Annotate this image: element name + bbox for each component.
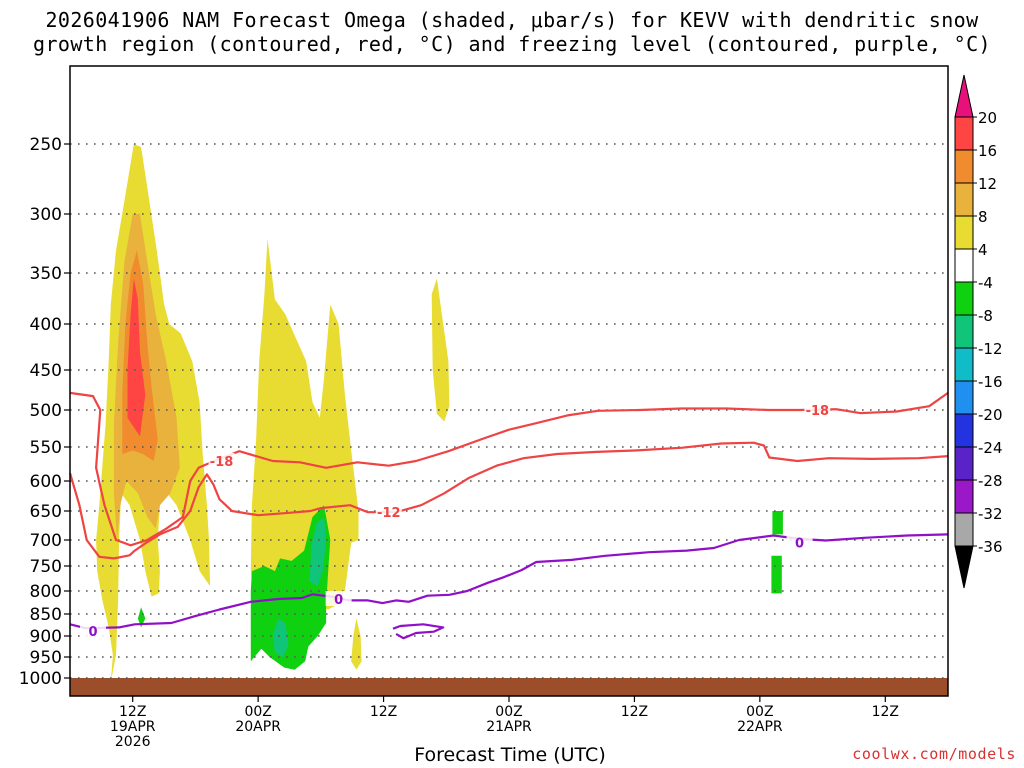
colorbar-label: 16 bbox=[978, 142, 997, 160]
x-tick-label: 00Z bbox=[244, 704, 271, 720]
colorbar-label: -12 bbox=[978, 340, 1003, 358]
x-tick-label: 20APR bbox=[235, 719, 281, 735]
y-tick-label: 900 bbox=[30, 627, 62, 647]
x-tick-label: 21APR bbox=[486, 719, 532, 735]
colorbar-bin bbox=[954, 479, 974, 514]
omega-region-2 bbox=[351, 618, 362, 670]
colorbar-bin bbox=[954, 248, 974, 283]
colorbar-label: -32 bbox=[978, 505, 1003, 523]
x-tick-label: 12Z bbox=[119, 704, 146, 720]
contour-label: 0 bbox=[334, 593, 343, 608]
chart-title-line-1: 2026041906 NAM Forecast Omega (shaded, μ… bbox=[45, 8, 979, 32]
contour-line--12-1 bbox=[68, 441, 949, 560]
y-tick-label: 700 bbox=[30, 531, 62, 551]
y-tick-label: 250 bbox=[30, 135, 62, 155]
x-tick-label: 22APR bbox=[737, 719, 783, 735]
colorbar-bottom-cap bbox=[954, 545, 974, 589]
colorbar-bin bbox=[954, 281, 974, 316]
colorbar-label: -4 bbox=[978, 274, 993, 292]
x-tick-label: 19APR bbox=[110, 719, 156, 735]
plot-border bbox=[69, 65, 949, 697]
colorbar-bin bbox=[954, 215, 974, 250]
colorbar-label: -8 bbox=[978, 307, 993, 325]
plot-frame bbox=[69, 65, 949, 697]
y-tick-label: 800 bbox=[30, 582, 62, 602]
omega-region-1 bbox=[250, 238, 359, 610]
contour-line-closed-3 bbox=[392, 623, 445, 640]
omega-region-12 bbox=[771, 555, 782, 594]
omega-region-10 bbox=[137, 607, 146, 628]
colorbar-label: 8 bbox=[978, 208, 988, 226]
temperature-contours: -18 -18 -12 0 0 0 bbox=[68, 391, 949, 640]
colorbar-label: -28 bbox=[978, 472, 1003, 490]
omega-region-3 bbox=[431, 278, 450, 422]
y-axis-pressure: 2503003504004505005506006507007508008509… bbox=[19, 135, 70, 689]
omega-region-9 bbox=[272, 618, 289, 657]
y-tick-label: 600 bbox=[30, 472, 62, 492]
colorbar-top-cap bbox=[954, 74, 974, 118]
colorbar-bin bbox=[954, 116, 974, 151]
y-tick-label: 550 bbox=[30, 438, 62, 458]
x-tick-label: 12Z bbox=[872, 704, 899, 720]
omega-shading bbox=[96, 144, 783, 683]
contour-line-0-2 bbox=[69, 533, 949, 630]
contour-label: 0 bbox=[795, 537, 804, 552]
colorbar-label: 20 bbox=[978, 109, 997, 127]
x-tick-label: 12Z bbox=[370, 704, 397, 720]
contour-label: -18 bbox=[806, 404, 830, 419]
omega-colorbar: 20 16 12 8 4 -4 -8 -12 -16 -20 -24 -28 -32 -36 bbox=[954, 74, 1003, 589]
chart-title-line-2: growth region (contoured, red, °C) and f… bbox=[33, 32, 991, 56]
contour-label: 0 bbox=[88, 625, 97, 640]
y-tick-label: 650 bbox=[30, 502, 62, 522]
x-axis-title: Forecast Time (UTC) bbox=[414, 744, 606, 766]
x-tick-label: 00Z bbox=[495, 704, 522, 720]
ground-band bbox=[70, 678, 948, 696]
colorbar-bin bbox=[954, 347, 974, 382]
omega-region-6 bbox=[127, 278, 146, 437]
colorbar-bin bbox=[954, 314, 974, 349]
colorbar-bin bbox=[954, 413, 974, 448]
colorbar-label: -20 bbox=[978, 406, 1003, 424]
contour-label: -12 bbox=[377, 506, 401, 521]
y-tick-label: 450 bbox=[30, 361, 62, 381]
omega-region-8 bbox=[309, 517, 327, 587]
colorbar-bin bbox=[954, 182, 974, 217]
ground-layer bbox=[70, 678, 948, 696]
colorbar-bin bbox=[954, 380, 974, 415]
contour-label-bg bbox=[375, 504, 402, 520]
y-tick-label: 850 bbox=[30, 605, 62, 625]
source-credit: coolwx.com/models bbox=[852, 745, 1016, 763]
chart-title: 2026041906 NAM Forecast Omega (shaded, μ… bbox=[0, 8, 1024, 56]
contour-label-bg bbox=[79, 622, 106, 638]
omega-region-7 bbox=[250, 505, 331, 670]
colorbar-label: -36 bbox=[978, 538, 1003, 556]
colorbar-bin bbox=[954, 512, 974, 547]
x-tick-label: 00Z bbox=[746, 704, 773, 720]
y-tick-label: 350 bbox=[30, 264, 62, 284]
x-tick-label: 2026 bbox=[115, 734, 151, 750]
colorbar-label: -24 bbox=[978, 439, 1003, 457]
omega-region-11 bbox=[772, 511, 783, 535]
contour-label-bg bbox=[804, 402, 831, 417]
y-tick-label: 400 bbox=[30, 315, 62, 335]
x-tick-label: 12Z bbox=[621, 704, 648, 720]
contour-label-bg bbox=[208, 452, 235, 468]
contour-line--18-0 bbox=[69, 391, 949, 547]
colorbar-label: -16 bbox=[978, 373, 1003, 391]
contour-label-bg bbox=[786, 534, 813, 550]
y-tick-label: 300 bbox=[30, 205, 62, 225]
colorbar-bin bbox=[954, 149, 974, 184]
y-tick-label: 1000 bbox=[19, 669, 62, 689]
contour-label: -18 bbox=[210, 455, 234, 470]
contour-label-bg bbox=[325, 590, 352, 606]
colorbar-label: 12 bbox=[978, 175, 997, 193]
colorbar-label: 4 bbox=[978, 241, 988, 259]
y-tick-label: 750 bbox=[30, 557, 62, 577]
y-tick-label: 950 bbox=[30, 648, 62, 668]
colorbar-bin bbox=[954, 446, 974, 481]
y-tick-label: 500 bbox=[30, 401, 62, 421]
